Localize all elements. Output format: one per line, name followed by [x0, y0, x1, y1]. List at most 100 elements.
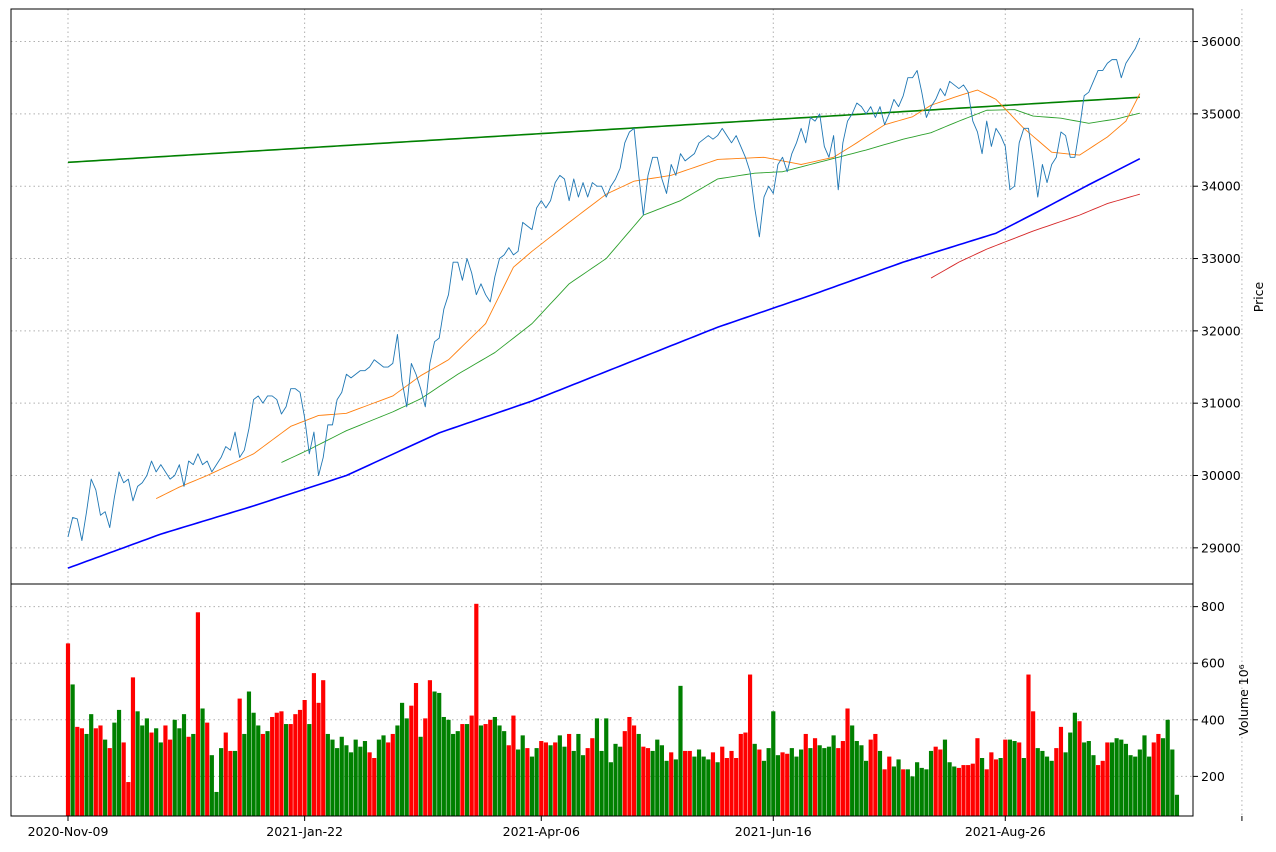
- volume-y-axis: 200 400 600 800: [1193, 599, 1225, 784]
- volume-bar: [488, 719, 493, 816]
- volume-bar: [641, 746, 646, 816]
- x-tick-label: 2021-Jun-16: [735, 824, 812, 839]
- x-tick-label: 2021-Apr-06: [503, 824, 580, 839]
- x-tick-label: 2020-Nov-09: [28, 824, 109, 839]
- volume-bar: [358, 746, 363, 816]
- volume-bar: [1105, 742, 1110, 816]
- volume-bar: [780, 752, 785, 816]
- volume-bar: [149, 732, 154, 816]
- price-y-tick-label: 29000: [1201, 540, 1241, 555]
- volume-bar: [826, 746, 832, 816]
- volume-bar: [1137, 749, 1142, 816]
- volume-bar: [1151, 742, 1156, 816]
- series-line-upper-green: [67, 96, 1140, 164]
- volume-bar: [594, 718, 600, 816]
- volume-bar: [335, 748, 340, 816]
- volume-bar: [1072, 712, 1077, 816]
- volume-bar: [144, 718, 149, 816]
- volume-bar: [785, 753, 790, 816]
- volume-bar: [655, 739, 660, 816]
- volume-bar: [469, 715, 474, 816]
- volume-bar: [93, 728, 98, 816]
- volume-bar: [1147, 756, 1152, 816]
- volume-bar: [464, 724, 470, 816]
- volume-bar: [608, 762, 613, 816]
- volume-bar: [446, 719, 451, 816]
- volume-bar: [896, 759, 901, 816]
- volume-bar: [232, 750, 238, 816]
- volume-bar: [515, 749, 521, 816]
- volume-bar: [112, 722, 117, 816]
- volume-bar: [812, 738, 818, 816]
- volume-bar: [891, 766, 897, 816]
- volume-bar: [590, 738, 595, 816]
- volume-bar: [636, 733, 641, 816]
- volume-bar: [135, 711, 140, 816]
- volume-bar: [854, 741, 859, 816]
- volume-bar: [678, 685, 683, 816]
- volume-bar: [525, 748, 530, 816]
- volume-bar: [195, 612, 201, 816]
- volume-bar: [1017, 742, 1022, 816]
- volume-bar: [966, 765, 971, 816]
- volume-bar: [79, 728, 85, 816]
- volume-bar: [757, 749, 762, 816]
- price-y-tick-label: 32000: [1201, 323, 1241, 338]
- volume-bar: [348, 752, 354, 816]
- volume-panel: 200 400 600 800 Volume 10⁶: [10, 583, 1251, 817]
- volume-bar: [274, 712, 279, 816]
- volume-bar: [529, 756, 535, 816]
- volume-bar: [1119, 739, 1124, 816]
- volume-bar: [710, 752, 716, 816]
- volume-bar: [553, 742, 558, 816]
- volume-bar: [803, 733, 808, 816]
- volume-bar: [998, 758, 1003, 816]
- volume-y-tick-label: 400: [1201, 712, 1225, 727]
- volume-bar: [822, 748, 827, 816]
- volume-bar: [302, 700, 307, 816]
- volume-bar: [734, 758, 739, 816]
- volume-bar: [520, 735, 525, 816]
- price-y-axis: 29000 30000 31000 32000 33000 34000 35000 36000: [1193, 34, 1241, 555]
- volume-bar: [293, 714, 298, 816]
- volume-bar: [219, 748, 224, 816]
- volume-bar: [956, 767, 961, 816]
- volume-bar: [386, 742, 391, 816]
- x-tick-label: 2021-Jan-22: [266, 824, 343, 839]
- volume-bar: [961, 765, 966, 816]
- volume-bar: [743, 732, 748, 816]
- volume-bar: [265, 731, 270, 816]
- volume-bar: [1058, 726, 1064, 816]
- volume-axis-label: Volume 10⁶: [1236, 664, 1251, 735]
- volume-bar: [399, 702, 405, 816]
- volume-bar: [664, 760, 669, 816]
- volume-bar: [1077, 721, 1082, 816]
- volume-bar: [989, 752, 994, 816]
- volume-bar: [130, 677, 136, 816]
- volume-bar: [89, 714, 94, 816]
- volume-bar: [279, 711, 284, 816]
- volume-bar: [502, 731, 507, 816]
- volume-bar: [339, 736, 344, 816]
- volume-bar: [483, 724, 488, 816]
- volume-bar: [186, 736, 191, 816]
- volume-bar: [451, 733, 456, 816]
- volume-bar: [789, 748, 794, 816]
- volume-bar: [177, 728, 182, 816]
- volume-bar: [1109, 742, 1115, 816]
- volume-bar: [191, 733, 196, 816]
- volume-bar: [979, 758, 985, 816]
- volume-y-tick-label: 200: [1201, 769, 1225, 784]
- volume-bar: [887, 756, 892, 816]
- volume-bar: [205, 722, 210, 816]
- volume-y-tick-label: 800: [1201, 599, 1225, 614]
- volume-bar: [859, 745, 864, 816]
- volume-bar: [242, 733, 247, 816]
- volume-bar: [534, 748, 539, 816]
- volume-frame: [10, 583, 1194, 817]
- volume-bar: [576, 733, 581, 816]
- volume-bar: [321, 680, 326, 816]
- volume-bar: [307, 724, 312, 816]
- series-line-mav-red: [930, 193, 1140, 279]
- volume-bar: [413, 683, 419, 816]
